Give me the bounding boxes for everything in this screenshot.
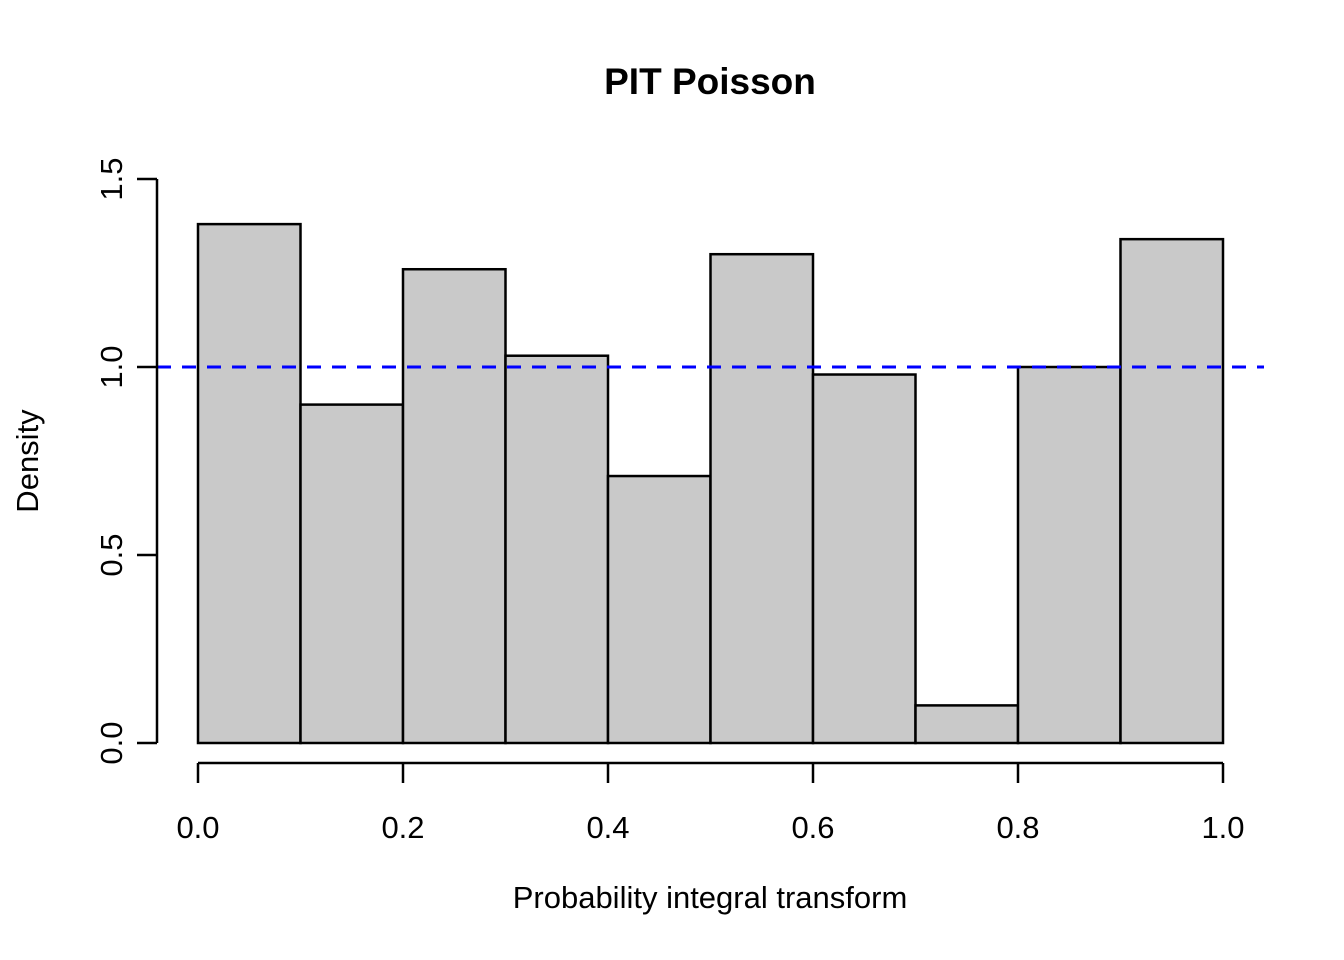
histogram-bar [1119,237,1225,745]
histogram-bar [606,474,712,745]
histogram-bar [504,354,610,745]
chart-title: PIT Poisson [604,61,816,102]
x-tick-label: 0.4 [586,810,629,845]
y-tick-label: 1.5 [94,157,129,200]
histogram-bar [401,267,507,745]
histogram-bar [811,373,917,745]
histogram-bar [709,252,815,745]
x-axis-label: Probability integral transform [513,880,908,915]
histogram-bar [914,704,1020,745]
y-tick-label: 1.0 [94,345,129,388]
y-tick-label: 0.0 [94,721,129,764]
x-tick-label: 0.6 [791,810,834,845]
x-tick-label: 0.2 [381,810,424,845]
y-axis-label: Density [10,409,45,513]
y-tick-label: 0.5 [94,533,129,576]
histogram-bar [299,403,405,745]
plot-area: 0.0 0.5 1.0 1.5 0.0 0.2 0.4 0.6 0.8 1.0 [94,157,1264,845]
histogram-bar [1016,365,1122,745]
x-tick-label: 0.8 [996,810,1039,845]
histogram-bar [196,222,302,745]
x-tick-label: 0.0 [176,810,219,845]
x-tick-label: 1.0 [1201,810,1244,845]
